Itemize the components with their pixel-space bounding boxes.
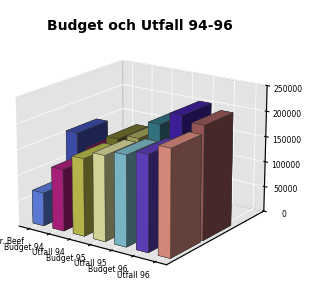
Title: Budget och Utfall 94-96: Budget och Utfall 94-96 [47, 19, 232, 33]
